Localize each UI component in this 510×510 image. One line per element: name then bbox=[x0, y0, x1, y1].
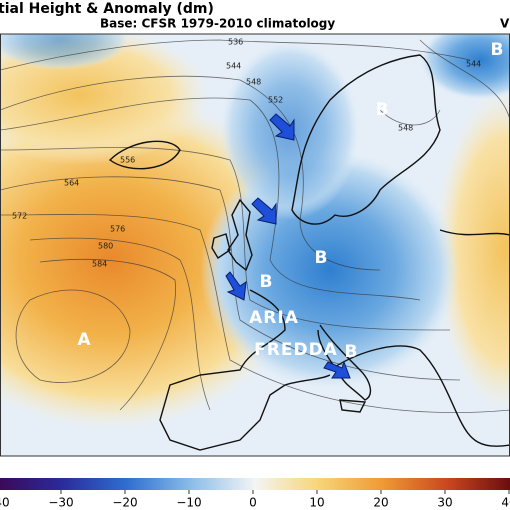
cold-anomaly bbox=[0, 34, 130, 70]
great-britain bbox=[227, 198, 253, 272]
coastlines bbox=[108, 54, 510, 451]
ireland bbox=[211, 233, 231, 259]
contour bbox=[0, 75, 381, 271]
contour bbox=[0, 147, 451, 331]
italy bbox=[317, 324, 372, 401]
contour-label: 548 bbox=[246, 78, 261, 87]
pressure-center: B bbox=[376, 100, 389, 120]
contour-label: 572 bbox=[12, 212, 27, 221]
colorbar-tick-label: −10 bbox=[176, 496, 201, 510]
eastern-coast bbox=[439, 229, 510, 236]
pressure-center: A bbox=[77, 330, 91, 350]
header: tial Height & Anomaly (dm) Base: CFSR 19… bbox=[0, 1, 510, 31]
iceland bbox=[108, 140, 181, 170]
arrow bbox=[323, 360, 351, 379]
contour bbox=[0, 39, 471, 71]
contour bbox=[39, 258, 176, 411]
contour-label: 556 bbox=[120, 156, 135, 165]
colorbar: −40 −30 −20 −10 0 10 20 30 40 bbox=[0, 478, 510, 510]
warm-anomaly bbox=[435, 90, 510, 410]
arrow bbox=[225, 271, 247, 301]
pressure-center: B bbox=[345, 342, 358, 362]
colorbar-tick-label: 30 bbox=[437, 496, 452, 510]
colorbar-tick-label: −30 bbox=[48, 496, 73, 510]
subtitle: Base: CFSR 1979-2010 climatology bbox=[100, 17, 335, 31]
contour-label: 552 bbox=[268, 96, 283, 105]
contour bbox=[29, 237, 211, 411]
pressure-center: B bbox=[315, 248, 328, 268]
contour-label: 548 bbox=[398, 124, 413, 133]
contour-label: 576 bbox=[110, 225, 125, 234]
arrows bbox=[225, 113, 351, 379]
colorbar-tick-label: −20 bbox=[112, 496, 137, 510]
colorbar-ticks: −40 −30 −20 −10 0 10 20 30 40 bbox=[0, 490, 510, 510]
map-field: 536 544 548 552 556 564 572 576 580 584 544 548 A B B B… bbox=[0, 34, 510, 477]
colorbar-tick-label: 20 bbox=[373, 496, 388, 510]
contour bbox=[419, 39, 510, 121]
colorbar-gradient bbox=[0, 478, 510, 490]
sicily bbox=[339, 399, 367, 413]
contour-label: 564 bbox=[64, 179, 79, 188]
colorbar-tick-label: −40 bbox=[0, 496, 10, 510]
arrow bbox=[251, 197, 277, 225]
contour-label: 580 bbox=[98, 242, 113, 251]
contour bbox=[0, 176, 461, 381]
scandinavia bbox=[291, 54, 441, 225]
annotation: ARIA bbox=[249, 308, 299, 328]
annotation: FREDDA bbox=[254, 340, 338, 360]
arrow bbox=[269, 113, 295, 141]
pressure-center: B bbox=[260, 272, 273, 292]
watermark: WXCHARTS.COM bbox=[151, 453, 370, 477]
contour-label: 536 bbox=[228, 38, 243, 47]
colorbar-tick-label: 10 bbox=[309, 496, 324, 510]
colorbar-tick-label: 0 bbox=[249, 496, 257, 510]
western-europe bbox=[159, 289, 331, 451]
contour-label: 544 bbox=[466, 60, 481, 69]
pressure-center: B bbox=[491, 40, 504, 60]
title: tial Height & Anomaly (dm) bbox=[0, 1, 214, 17]
balkans bbox=[329, 345, 510, 447]
colorbar-tick-label: 40 bbox=[501, 496, 510, 510]
contour bbox=[0, 97, 421, 301]
corner-label: V bbox=[500, 17, 510, 31]
contour bbox=[15, 289, 131, 383]
contour-label: 544 bbox=[226, 62, 241, 71]
cold-anomaly bbox=[420, 34, 510, 100]
contour-label: 584 bbox=[92, 260, 107, 269]
map-labels: 536 544 548 552 556 564 572 576 580 584 544 548 A B B B… bbox=[12, 38, 503, 363]
contour bbox=[0, 214, 510, 413]
